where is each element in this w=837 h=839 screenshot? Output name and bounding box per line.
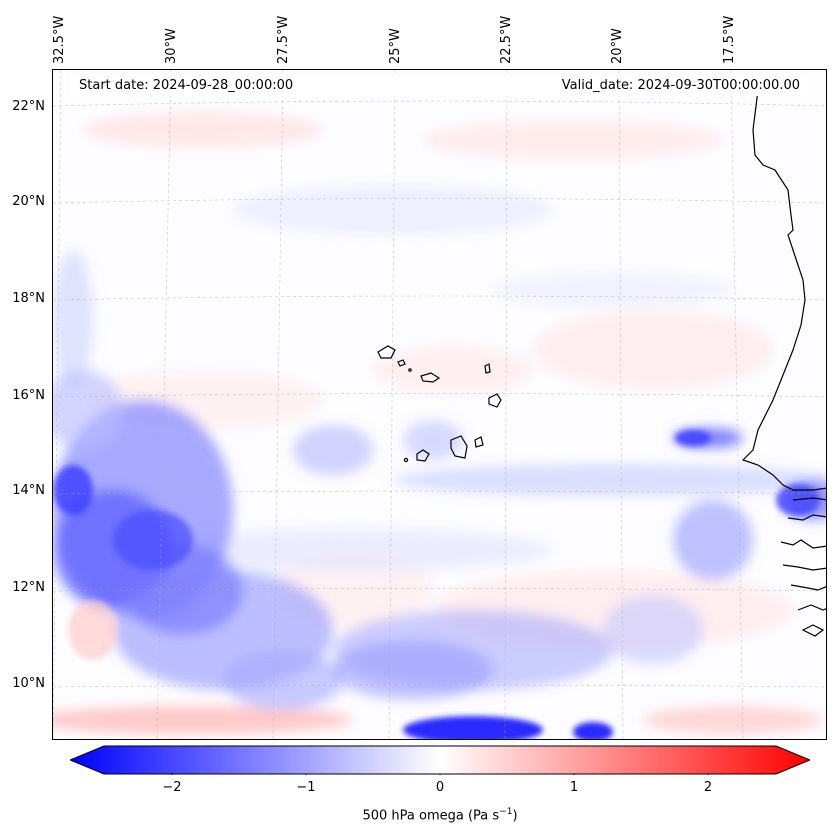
map-panel — [52, 69, 827, 740]
colorbar-label: 500 hPa omega (Pa s−1) — [362, 807, 518, 824]
lon-label-32-5w: 32.5°W — [52, 15, 67, 64]
lat-label-22n: 22°N — [12, 99, 45, 114]
lat-label-18n: 18°N — [12, 291, 45, 306]
lat-label-12n: 12°N — [12, 580, 45, 595]
lon-label-20w: 20°W — [610, 28, 625, 64]
lon-label-25w: 25°W — [388, 28, 403, 64]
start-date-text: Start date: 2024-09-28_00:00:00 — [79, 78, 294, 93]
colorbar-tick: 1 — [569, 780, 579, 795]
lon-label-22-5w: 22.5°W — [499, 15, 514, 64]
coastline — [377, 89, 826, 637]
date-header-bar — [70, 76, 808, 96]
valid-date-text: Valid_date: 2024-09-30T00:00:00.00 — [561, 78, 800, 93]
lat-label-16n: 16°N — [12, 388, 45, 403]
colorbar — [70, 745, 810, 775]
lat-label-14n: 14°N — [12, 483, 45, 498]
lat-label-10n: 10°N — [12, 676, 45, 691]
colorbar-tick: −1 — [296, 780, 316, 795]
colorbar-tick: −2 — [162, 780, 182, 795]
lon-label-27-5w: 27.5°W — [276, 15, 291, 64]
lon-label-17-5w: 17.5°W — [722, 15, 737, 64]
gridlines — [53, 70, 826, 739]
omega-field — [53, 112, 826, 734]
colorbar-tick: 2 — [703, 780, 713, 795]
lon-label-30w: 30°W — [164, 28, 179, 64]
colorbar-tick: 0 — [435, 780, 445, 795]
lat-label-20n: 20°N — [12, 194, 45, 209]
omega-field-map — [53, 70, 826, 739]
